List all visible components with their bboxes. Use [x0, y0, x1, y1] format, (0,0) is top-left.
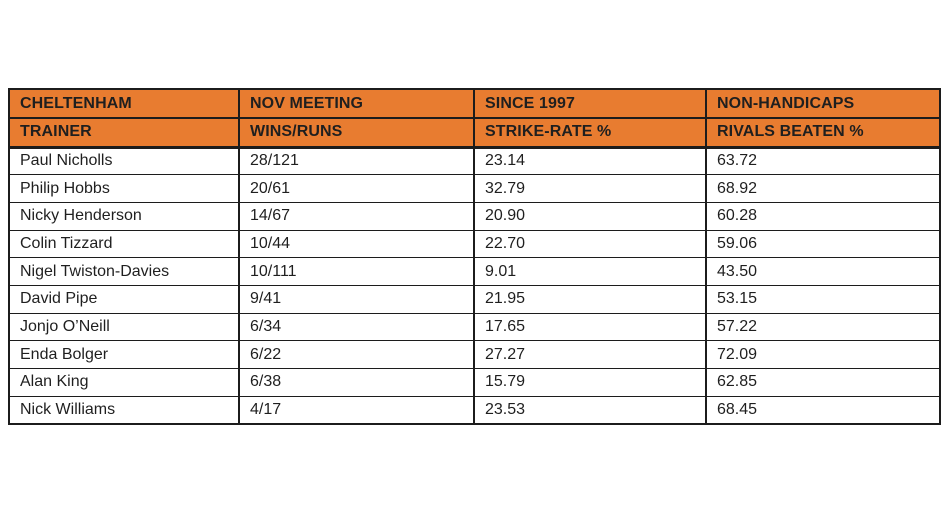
cell-rivals-beaten: 57.22 — [705, 312, 941, 342]
cell-rivals-beaten: 63.72 — [705, 146, 941, 176]
cell-strike-rate: 23.53 — [473, 395, 707, 425]
table-row: Nicky Henderson 14/67 20.90 60.28 — [8, 201, 941, 231]
cell-rivals-beaten: 60.28 — [705, 201, 941, 231]
cell-trainer: Philip Hobbs — [8, 174, 240, 203]
cell-trainer: Nick Williams — [8, 395, 240, 425]
table-row: Alan King 6/38 15.79 62.85 — [8, 368, 941, 397]
cell-strike-rate: 27.27 — [473, 340, 707, 369]
table-row: Nick Williams 4/17 23.53 68.45 — [8, 395, 941, 425]
cell-strike-rate: 20.90 — [473, 201, 707, 231]
header-col-wins-runs: WINS/RUNS — [238, 117, 475, 149]
table-row: David Pipe 9/41 21.95 53.15 — [8, 284, 941, 314]
header-col-rivals-beaten: RIVALS BEATEN % — [705, 117, 941, 149]
header-column-row: TRAINER WINS/RUNS STRIKE-RATE % RIVALS B… — [8, 117, 941, 149]
cell-trainer: David Pipe — [8, 284, 240, 314]
cell-rivals-beaten: 68.45 — [705, 395, 941, 425]
header-col-strike-rate: STRIKE-RATE % — [473, 117, 707, 149]
cell-strike-rate: 17.65 — [473, 312, 707, 342]
cell-trainer: Enda Bolger — [8, 340, 240, 369]
cell-strike-rate: 9.01 — [473, 257, 707, 286]
cell-rivals-beaten: 53.15 — [705, 284, 941, 314]
table-row: Colin Tizzard 10/44 22.70 59.06 — [8, 229, 941, 259]
cell-trainer: Paul Nicholls — [8, 146, 240, 176]
cell-wins-runs: 28/121 — [238, 146, 475, 176]
cell-strike-rate: 32.79 — [473, 174, 707, 203]
cell-wins-runs: 4/17 — [238, 395, 475, 425]
header-group-row: CHELTENHAM NOV MEETING SINCE 1997 NON-HA… — [8, 88, 941, 119]
cell-trainer: Alan King — [8, 368, 240, 397]
cell-strike-rate: 15.79 — [473, 368, 707, 397]
cell-rivals-beaten: 72.09 — [705, 340, 941, 369]
header-group-cheltenham: CHELTENHAM — [8, 88, 240, 119]
table-body: Paul Nicholls 28/121 23.14 63.72 Philip Hobb… — [8, 146, 941, 425]
cell-strike-rate: 22.70 — [473, 229, 707, 259]
header-group-nov-meeting: NOV MEETING — [238, 88, 475, 119]
trainer-stats-table: CHELTENHAM NOV MEETING SINCE 1997 NON-HA… — [8, 88, 941, 425]
cell-wins-runs: 9/41 — [238, 284, 475, 314]
header-group-since-1997: SINCE 1997 — [473, 88, 707, 119]
header-col-trainer: TRAINER — [8, 117, 240, 149]
cell-wins-runs: 6/38 — [238, 368, 475, 397]
cell-rivals-beaten: 62.85 — [705, 368, 941, 397]
cell-wins-runs: 10/111 — [238, 257, 475, 286]
cell-strike-rate: 23.14 — [473, 146, 707, 176]
table-row: Jonjo O’Neill 6/34 17.65 57.22 — [8, 312, 941, 342]
table-header: CHELTENHAM NOV MEETING SINCE 1997 NON-HA… — [8, 88, 941, 149]
cell-wins-runs: 10/44 — [238, 229, 475, 259]
cell-wins-runs: 6/22 — [238, 340, 475, 369]
cell-trainer: Nigel Twiston-Davies — [8, 257, 240, 286]
cell-rivals-beaten: 68.92 — [705, 174, 941, 203]
cell-trainer: Nicky Henderson — [8, 201, 240, 231]
cell-strike-rate: 21.95 — [473, 284, 707, 314]
cell-trainer: Jonjo O’Neill — [8, 312, 240, 342]
table-row: Enda Bolger 6/22 27.27 72.09 — [8, 340, 941, 369]
table-row: Paul Nicholls 28/121 23.14 63.72 — [8, 146, 941, 176]
cell-trainer: Colin Tizzard — [8, 229, 240, 259]
cell-wins-runs: 14/67 — [238, 201, 475, 231]
table-row: Philip Hobbs 20/61 32.79 68.92 — [8, 174, 941, 203]
cell-rivals-beaten: 43.50 — [705, 257, 941, 286]
header-group-non-handicaps: NON-HANDICAPS — [705, 88, 941, 119]
cell-rivals-beaten: 59.06 — [705, 229, 941, 259]
cell-wins-runs: 20/61 — [238, 174, 475, 203]
table-row: Nigel Twiston-Davies 10/111 9.01 43.50 — [8, 257, 941, 286]
cell-wins-runs: 6/34 — [238, 312, 475, 342]
